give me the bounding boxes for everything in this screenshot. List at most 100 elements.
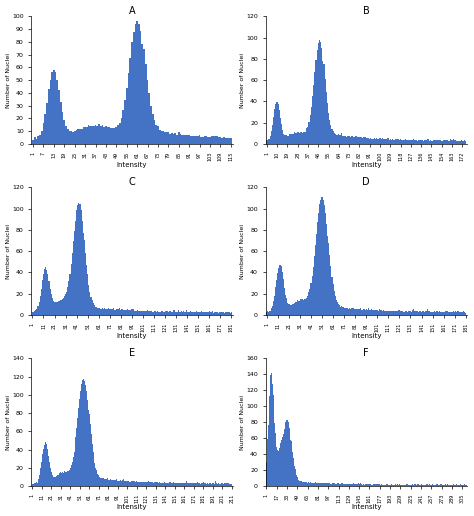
- Bar: [344, 136, 345, 144]
- Bar: [80, 391, 81, 486]
- Bar: [160, 312, 161, 315]
- Bar: [209, 137, 211, 144]
- Bar: [106, 479, 107, 486]
- Bar: [199, 483, 200, 486]
- Bar: [167, 132, 169, 144]
- Bar: [405, 311, 407, 315]
- Bar: [318, 213, 319, 315]
- Bar: [340, 483, 341, 486]
- Bar: [84, 380, 85, 486]
- Bar: [419, 485, 420, 486]
- Bar: [186, 481, 187, 486]
- Bar: [415, 312, 417, 315]
- Bar: [314, 483, 315, 486]
- Bar: [68, 471, 69, 486]
- Bar: [72, 132, 74, 144]
- Bar: [333, 284, 334, 315]
- Bar: [458, 485, 459, 486]
- X-axis label: Intensity: Intensity: [117, 333, 147, 340]
- Bar: [290, 434, 291, 486]
- Bar: [402, 140, 403, 144]
- Bar: [208, 137, 209, 144]
- Bar: [273, 117, 274, 144]
- Bar: [216, 313, 217, 315]
- Bar: [158, 312, 159, 315]
- Bar: [430, 140, 431, 144]
- Bar: [186, 310, 187, 315]
- Bar: [359, 309, 360, 315]
- Bar: [401, 140, 402, 144]
- Bar: [411, 312, 412, 315]
- Bar: [396, 485, 397, 486]
- Bar: [462, 141, 463, 144]
- Bar: [163, 311, 164, 315]
- Bar: [300, 481, 301, 486]
- Bar: [93, 303, 94, 315]
- Bar: [412, 139, 414, 144]
- Bar: [143, 311, 144, 315]
- Bar: [439, 139, 440, 144]
- Bar: [419, 311, 420, 315]
- Bar: [75, 437, 76, 486]
- Bar: [78, 203, 80, 315]
- Bar: [378, 484, 379, 486]
- Bar: [298, 132, 300, 144]
- Bar: [460, 312, 461, 315]
- Bar: [297, 477, 298, 486]
- Bar: [320, 483, 321, 486]
- Bar: [280, 118, 281, 144]
- Bar: [81, 384, 82, 486]
- Bar: [295, 469, 296, 486]
- Bar: [218, 313, 219, 315]
- Bar: [168, 483, 169, 486]
- Bar: [56, 476, 57, 486]
- Bar: [339, 305, 340, 315]
- Bar: [416, 485, 417, 486]
- Bar: [315, 245, 316, 315]
- Bar: [207, 312, 208, 315]
- Bar: [457, 485, 458, 486]
- Bar: [448, 141, 449, 144]
- Bar: [51, 72, 53, 144]
- Bar: [72, 253, 73, 315]
- Bar: [174, 133, 176, 144]
- Bar: [335, 484, 336, 486]
- Bar: [192, 312, 193, 315]
- Bar: [223, 483, 224, 486]
- Bar: [85, 385, 86, 486]
- Bar: [183, 311, 184, 315]
- Bar: [282, 272, 283, 315]
- Bar: [409, 485, 410, 486]
- Bar: [363, 485, 364, 486]
- Bar: [359, 137, 360, 144]
- Bar: [143, 49, 145, 144]
- Bar: [176, 482, 177, 486]
- Bar: [231, 483, 232, 486]
- Bar: [147, 310, 148, 315]
- Bar: [337, 483, 338, 486]
- Bar: [380, 310, 381, 315]
- Bar: [321, 197, 323, 315]
- Bar: [427, 310, 428, 315]
- Bar: [69, 470, 70, 486]
- Bar: [382, 485, 383, 486]
- Bar: [150, 106, 152, 144]
- Bar: [374, 310, 375, 315]
- Bar: [100, 126, 101, 144]
- Bar: [291, 441, 292, 486]
- Bar: [424, 140, 425, 144]
- Bar: [203, 482, 204, 486]
- Bar: [270, 311, 271, 315]
- Bar: [454, 485, 455, 486]
- Bar: [445, 140, 446, 144]
- Bar: [434, 140, 436, 144]
- Bar: [422, 485, 423, 486]
- Bar: [67, 471, 68, 486]
- Bar: [413, 485, 414, 486]
- Bar: [307, 482, 308, 486]
- Bar: [354, 485, 355, 486]
- Bar: [94, 463, 95, 486]
- Bar: [227, 483, 228, 486]
- Bar: [105, 126, 107, 144]
- Bar: [436, 483, 437, 486]
